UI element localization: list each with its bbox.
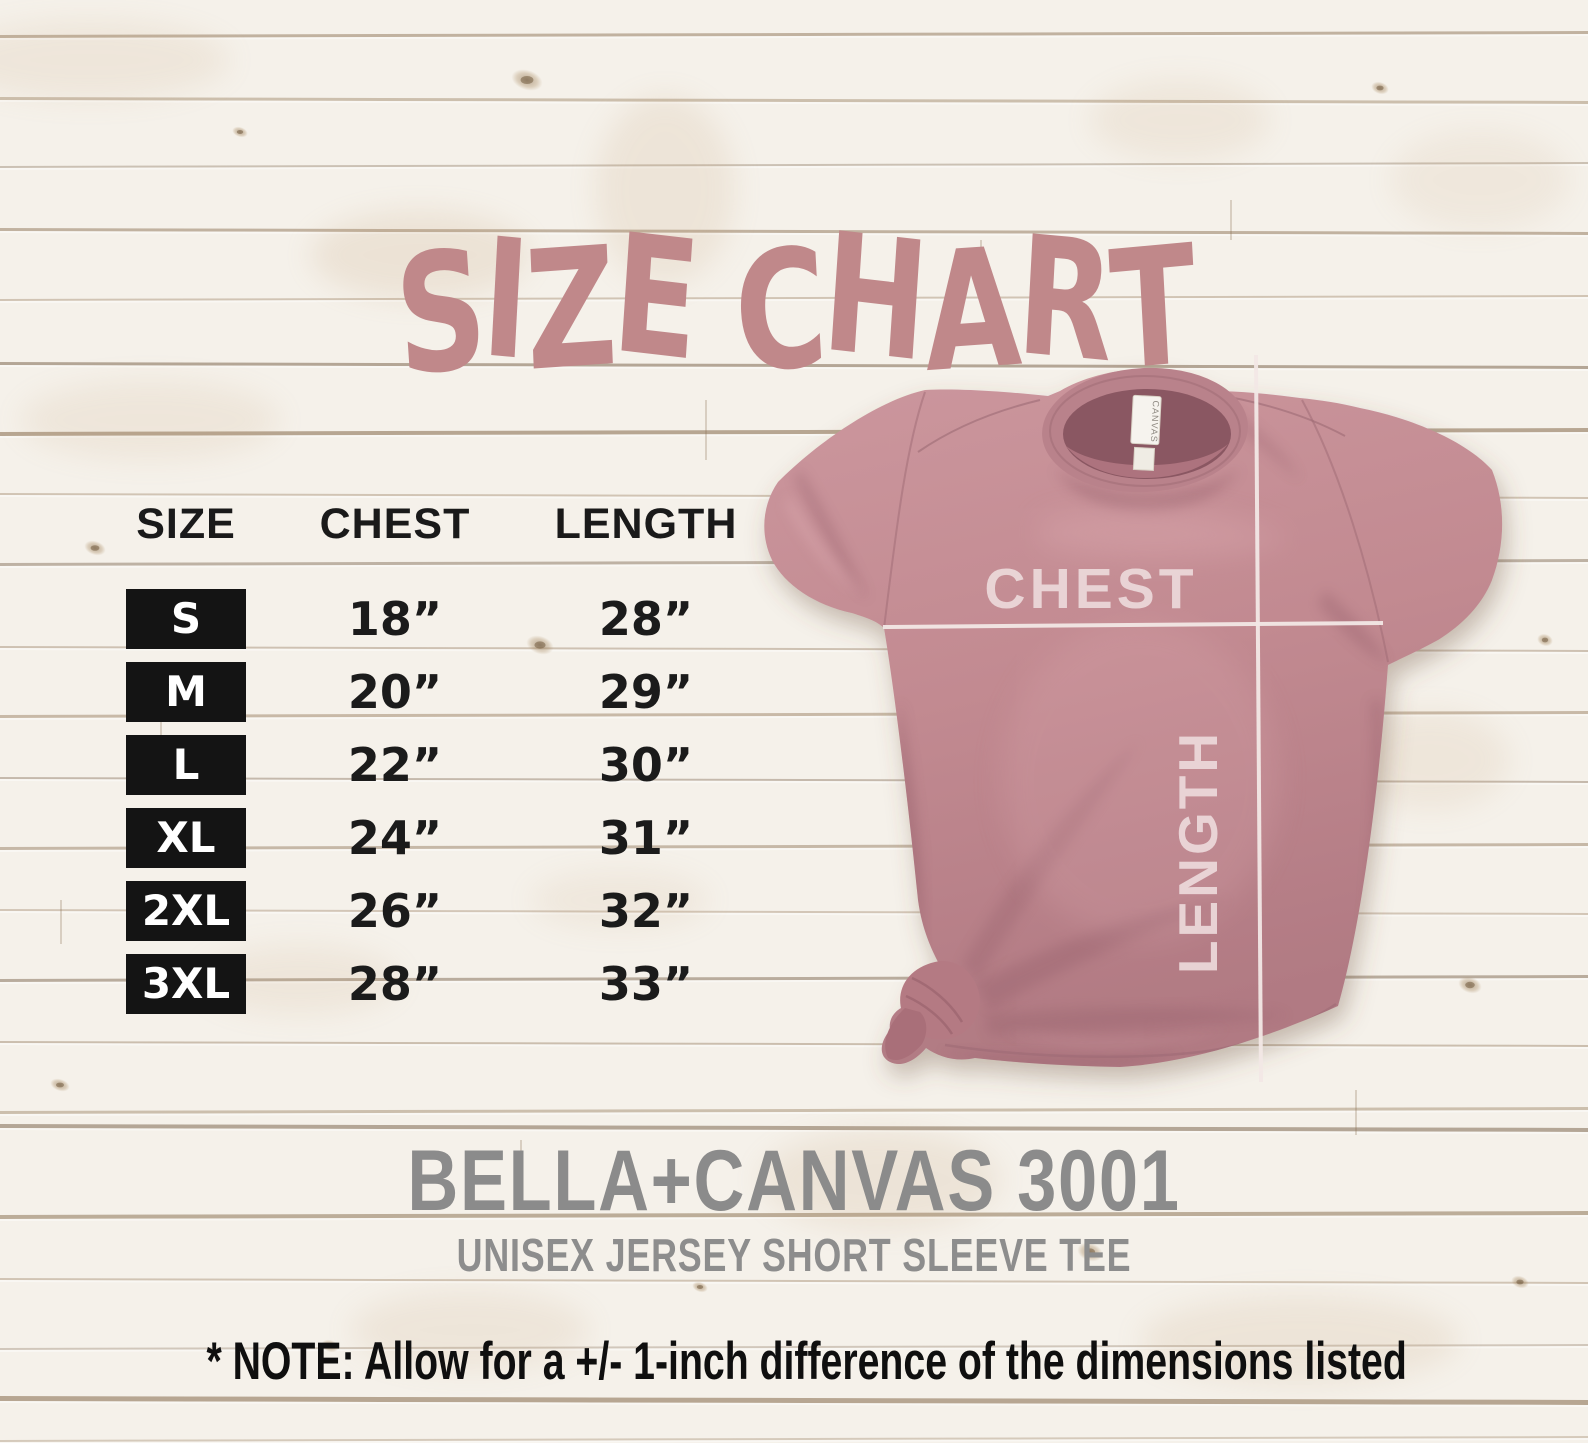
chest-value: 22”	[347, 737, 443, 792]
chest-measure-line	[882, 621, 1384, 629]
chest-value: 18”	[347, 591, 443, 646]
column-header-chest: CHEST	[319, 500, 471, 548]
size-rows: S 18” 28” M 20” 29” L 22” 30” XL 24” 31”…	[108, 582, 766, 1020]
chest-measure-label: CHEST	[984, 557, 1197, 621]
chest-value: 28”	[347, 956, 443, 1011]
table-row: XL 24” 31”	[108, 801, 766, 874]
length-value: 28”	[598, 591, 694, 646]
size-badge: L	[126, 734, 246, 795]
chest-value: 20”	[347, 664, 443, 719]
size-badge: 2XL	[126, 880, 246, 941]
length-measure-line	[1254, 354, 1263, 1083]
neck-tag: CANVAS	[1130, 394, 1162, 471]
column-header-length: LENGTH	[554, 500, 738, 548]
length-value: 31”	[598, 810, 694, 865]
product-subtitle: UNISEX JERSEY SHORT SLEEVE TEE	[456, 1229, 1132, 1281]
length-value: 29”	[598, 664, 694, 719]
length-value: 32”	[598, 883, 694, 938]
size-table: SIZE CHEST LENGTH S 18” 28” M 20” 29” L …	[108, 500, 766, 1020]
tshirt-photo: CANVAS CHEST LENGTH	[764, 354, 1503, 1083]
table-row: S 18” 28”	[108, 582, 766, 655]
table-row: L 22” 30”	[108, 728, 766, 801]
neck-tag-label: CANVAS	[1149, 400, 1161, 443]
size-badge: 3XL	[126, 953, 246, 1014]
chest-value: 26”	[347, 883, 443, 938]
size-badge: S	[126, 588, 246, 649]
page-title: SIZE CHART	[389, 196, 1198, 414]
measurement-overlay: CHEST LENGTH	[882, 354, 1384, 1083]
table-row: 2XL 26” 32”	[108, 874, 766, 947]
size-badge: XL	[126, 807, 246, 868]
length-measure-label: LENGTH	[1167, 730, 1229, 974]
length-value: 30”	[598, 737, 694, 792]
product-name: BELLA+CANVAS 3001	[407, 1133, 1181, 1229]
table-header-row: SIZE CHEST LENGTH	[108, 500, 766, 548]
length-value: 33”	[598, 956, 694, 1011]
chest-value: 24”	[347, 810, 443, 865]
size-badge: M	[126, 661, 246, 722]
table-row: 3XL 28” 33”	[108, 947, 766, 1020]
column-header-size: SIZE	[136, 500, 236, 548]
table-row: M 20” 29”	[108, 655, 766, 728]
knot	[885, 960, 980, 1061]
note-text: * NOTE: Allow for a +/- 1-inch differenc…	[206, 1332, 1407, 1391]
collar: CANVAS	[1042, 367, 1248, 493]
